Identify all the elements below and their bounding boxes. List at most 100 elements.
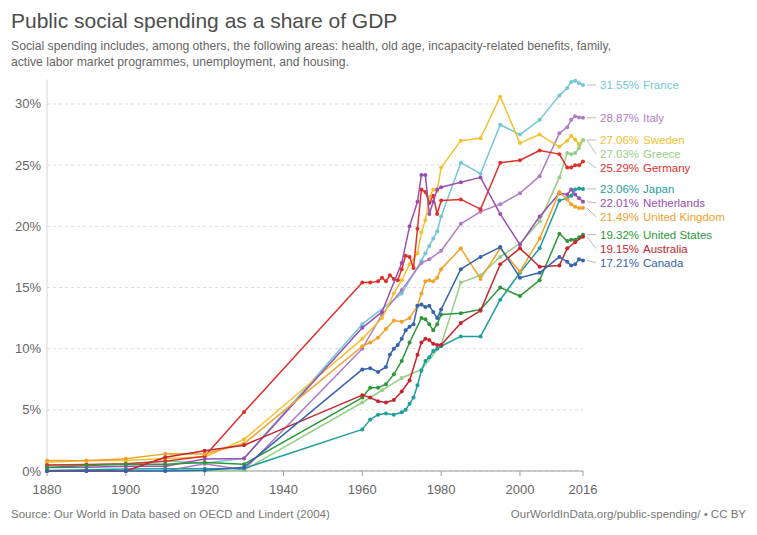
point	[203, 468, 207, 472]
x-tick	[441, 471, 442, 476]
point	[376, 413, 380, 417]
point	[376, 279, 380, 283]
point	[419, 173, 423, 177]
point	[84, 459, 88, 463]
point	[435, 343, 439, 347]
series-label: 27.06%Sweden	[600, 134, 685, 146]
point	[565, 260, 569, 264]
y-tick-label: 20%	[15, 219, 41, 234]
source: Source: Our World in Data based on OECD …	[11, 508, 330, 520]
series-value-label: 23.06%	[600, 183, 639, 195]
y-tick-label: 25%	[15, 158, 41, 173]
point	[84, 469, 88, 473]
point	[498, 285, 502, 289]
point	[400, 359, 404, 363]
point	[392, 347, 396, 351]
point	[84, 463, 88, 467]
point	[439, 343, 443, 347]
label-leader	[587, 208, 596, 217]
series-value-label: 17.21%	[600, 257, 639, 269]
point	[577, 163, 581, 167]
series-label: 25.29%Germany	[600, 162, 691, 174]
point	[498, 212, 502, 216]
x-tick	[583, 471, 584, 476]
point	[388, 353, 392, 357]
point	[412, 396, 416, 400]
point	[415, 353, 419, 357]
y-tick-label: 30%	[15, 96, 41, 111]
point	[577, 115, 581, 119]
series-line	[47, 247, 583, 471]
point	[124, 469, 128, 473]
point	[427, 257, 431, 261]
point	[408, 402, 412, 406]
point	[423, 305, 427, 309]
series-label: 22.01%Netherlands	[600, 197, 705, 209]
point	[459, 197, 463, 201]
point	[538, 265, 542, 269]
point	[415, 304, 419, 308]
series-label: 23.06% Japan	[600, 183, 674, 195]
point	[427, 212, 431, 216]
point	[384, 279, 388, 283]
series-line	[47, 150, 583, 464]
point	[380, 276, 384, 280]
x-tick-label: 1900	[111, 482, 140, 497]
point	[380, 388, 384, 392]
series-name: Italy	[643, 112, 664, 124]
series-name: France	[643, 79, 679, 91]
point	[479, 172, 483, 176]
point	[459, 246, 463, 250]
point	[498, 255, 502, 259]
point	[368, 341, 372, 345]
point	[423, 218, 427, 222]
series-line	[47, 97, 583, 463]
subtitle: active labor market programmes, unemploy…	[11, 55, 349, 69]
point	[427, 304, 431, 308]
point	[415, 304, 419, 308]
point	[400, 278, 404, 282]
point	[498, 298, 502, 302]
series-value-label: 28.87%	[600, 112, 639, 124]
point	[498, 123, 502, 127]
point	[439, 267, 443, 271]
point	[569, 166, 573, 170]
series-name: United Kingdom	[643, 211, 725, 223]
point	[392, 372, 396, 376]
point	[419, 303, 423, 307]
series-value-label: 25.29%	[600, 162, 639, 174]
point	[557, 145, 561, 149]
point	[163, 462, 167, 466]
point	[573, 262, 577, 266]
point	[573, 188, 577, 192]
point	[380, 316, 384, 320]
point	[538, 133, 542, 137]
point	[419, 261, 423, 265]
point	[408, 378, 412, 382]
point	[565, 246, 569, 250]
label-leader	[587, 237, 596, 249]
point	[384, 411, 388, 415]
point	[415, 251, 419, 255]
point	[459, 180, 463, 184]
point	[518, 246, 522, 250]
point	[538, 237, 542, 241]
point	[415, 200, 419, 204]
point	[408, 224, 412, 228]
chart: Public social spending as a share of GDP…	[0, 0, 757, 535]
point	[427, 278, 431, 282]
point	[439, 343, 443, 347]
point	[45, 465, 49, 469]
point	[557, 199, 561, 203]
point	[360, 337, 364, 341]
point	[459, 139, 463, 143]
point	[577, 257, 581, 261]
point	[400, 288, 404, 292]
point	[423, 251, 427, 255]
grid-line	[47, 165, 583, 166]
point	[360, 344, 364, 348]
point	[360, 393, 364, 397]
point	[581, 258, 585, 262]
series-name: Japan	[643, 183, 674, 195]
series-line	[47, 192, 583, 461]
